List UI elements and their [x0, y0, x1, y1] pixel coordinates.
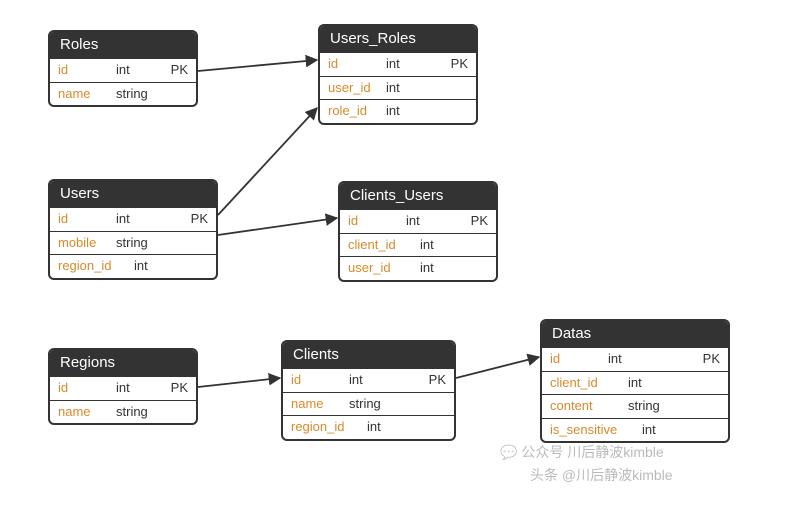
table-users: Users id int PK mobile string region_id …: [48, 179, 218, 280]
field-name: id: [58, 62, 110, 78]
field-type: int: [602, 351, 695, 367]
field-type: int: [110, 211, 183, 227]
field-type: int: [361, 419, 438, 435]
field-name: id: [550, 351, 602, 367]
wechat-icon: 💬: [500, 444, 517, 460]
table-users-roles: Users_Roles id int PK user_id int role_i…: [318, 24, 478, 125]
table-row: name string: [50, 82, 196, 106]
table-datas-header: Datas: [542, 321, 728, 347]
field-name: region_id: [58, 258, 128, 274]
table-row: client_id int: [340, 233, 496, 257]
table-row: user_id int: [340, 256, 496, 280]
field-name: user_id: [348, 260, 414, 276]
field-type: string: [343, 396, 438, 412]
field-type: int: [636, 422, 712, 438]
field-type: int: [380, 56, 443, 72]
field-pk: PK: [421, 372, 446, 388]
field-pk: PK: [183, 211, 208, 227]
field-pk: PK: [163, 62, 188, 78]
watermark-text: 公众号: [521, 444, 563, 460]
field-name: name: [58, 86, 110, 102]
edge-users-to-clients-users: [218, 218, 337, 235]
table-regions-header: Regions: [50, 350, 196, 376]
field-type: string: [110, 86, 180, 102]
field-name: client_id: [348, 237, 414, 253]
table-row: region_id int: [283, 415, 454, 439]
table-row: id int PK: [50, 376, 196, 400]
table-roles: Roles id int PK name string: [48, 30, 198, 107]
table-row: name string: [50, 400, 196, 424]
watermark-text: 头条 @川后静波kimble: [530, 467, 673, 483]
field-pk: PK: [463, 213, 488, 229]
field-type: int: [380, 80, 460, 96]
field-name: mobile: [58, 235, 110, 251]
field-name: is_sensitive: [550, 422, 636, 438]
field-type: int: [622, 375, 712, 391]
table-clients-users-header: Clients_Users: [340, 183, 496, 209]
field-name: id: [328, 56, 380, 72]
field-type: int: [400, 213, 463, 229]
table-row: user_id int: [320, 76, 476, 100]
table-row: role_id int: [320, 99, 476, 123]
table-clients-header: Clients: [283, 342, 454, 368]
field-type: int: [414, 237, 480, 253]
table-row: id int PK: [283, 368, 454, 392]
field-type: int: [110, 62, 163, 78]
table-row: id int PK: [50, 207, 216, 231]
field-type: string: [110, 404, 180, 420]
field-type: int: [128, 258, 200, 274]
field-name: id: [58, 211, 110, 227]
watermark-wechat: 💬 公众号 川后静波kimble: [500, 442, 664, 462]
table-row: id int PK: [340, 209, 496, 233]
field-type: int: [343, 372, 421, 388]
field-name: region_id: [291, 419, 361, 435]
field-type: int: [380, 103, 460, 119]
table-row: mobile string: [50, 231, 216, 255]
table-row: id int PK: [542, 347, 728, 371]
table-row: id int PK: [50, 58, 196, 82]
field-type: string: [110, 235, 200, 251]
field-pk: PK: [695, 351, 720, 367]
edge-roles-to-users-roles: [198, 60, 317, 71]
field-name: id: [348, 213, 400, 229]
table-users-header: Users: [50, 181, 216, 207]
field-name: role_id: [328, 103, 380, 119]
field-name: client_id: [550, 375, 622, 391]
field-name: name: [58, 404, 110, 420]
table-clients: Clients id int PK name string region_id …: [281, 340, 456, 441]
field-type: int: [414, 260, 480, 276]
field-name: name: [291, 396, 343, 412]
table-row: name string: [283, 392, 454, 416]
table-clients-users: Clients_Users id int PK client_id int us…: [338, 181, 498, 282]
field-name: user_id: [328, 80, 380, 96]
watermark-toutiao: 头条 @川后静波kimble: [530, 465, 673, 485]
field-name: id: [291, 372, 343, 388]
edge-regions-to-clients: [198, 378, 280, 387]
table-row: client_id int: [542, 371, 728, 395]
field-pk: PK: [163, 380, 188, 396]
table-regions: Regions id int PK name string: [48, 348, 198, 425]
table-row: is_sensitive int: [542, 418, 728, 442]
field-name: id: [58, 380, 110, 396]
field-type: string: [622, 398, 712, 414]
table-row: content string: [542, 394, 728, 418]
table-users-roles-header: Users_Roles: [320, 26, 476, 52]
table-datas: Datas id int PK client_id int content st…: [540, 319, 730, 443]
edge-users-to-users-roles: [218, 108, 317, 215]
table-row: region_id int: [50, 254, 216, 278]
field-type: int: [110, 380, 163, 396]
watermark-text: 川后静波kimble: [567, 444, 663, 460]
table-roles-header: Roles: [50, 32, 196, 58]
edge-clients-to-datas: [456, 357, 539, 378]
field-pk: PK: [443, 56, 468, 72]
field-name: content: [550, 398, 622, 414]
table-row: id int PK: [320, 52, 476, 76]
